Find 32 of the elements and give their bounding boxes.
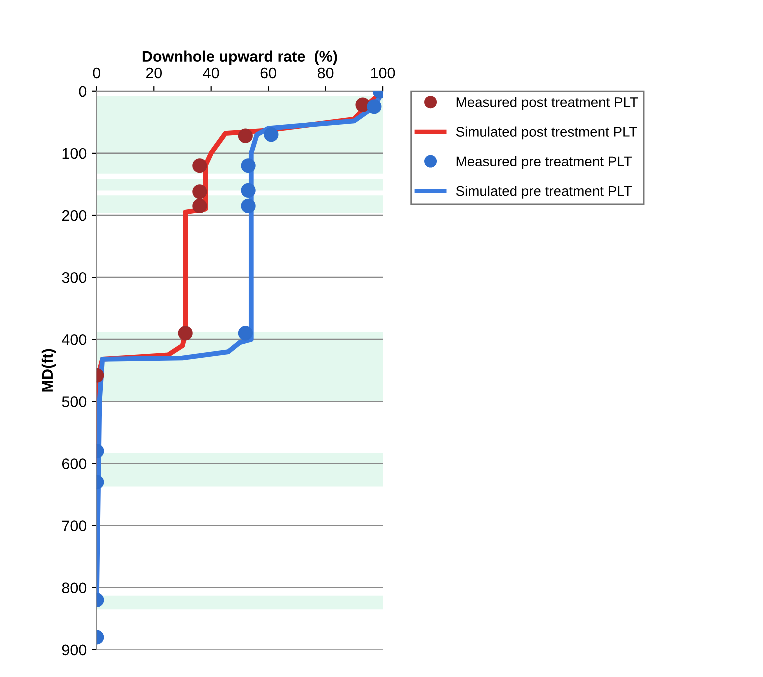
point [192,158,208,174]
x-axis-title: Downhole upward rate (%) [142,50,338,66]
y-tick-label: 0 [79,86,87,98]
y-tick-label: 500 [62,396,87,408]
legend-label: Measured post treatment PLT [456,97,638,110]
y-tick-label: 100 [62,148,87,160]
point [178,326,193,341]
point [192,184,208,200]
y-tick-label: 300 [62,272,87,284]
x-tick-label: 20 [146,68,162,79]
x-tick-label: 40 [203,68,220,79]
point [264,128,279,142]
x-tick-label: 60 [260,68,276,79]
x-tick-label: 0 [93,68,101,79]
legend-label: Simulated post trestment PLT [456,126,638,140]
y-tick-label: 400 [62,334,87,346]
y-tick-label: 600 [62,458,87,470]
x-tick-label: 80 [318,68,334,79]
y-tick-label: 900 [62,644,87,656]
x-tick-label: 100 [371,68,396,79]
legend-label: Simulated pre treatment PLT [456,186,632,199]
y-tick-label: 800 [62,582,87,594]
y-tick-label: 200 [62,210,87,222]
legend-label: Measured pre treatment PLT [456,156,632,170]
point [241,198,256,214]
point [192,198,208,214]
point [238,326,253,341]
y-axis-title: MD(ft) [42,349,56,392]
point [241,158,256,174]
y-tick-label: 700 [62,520,87,532]
point [241,183,256,198]
point [238,128,253,144]
